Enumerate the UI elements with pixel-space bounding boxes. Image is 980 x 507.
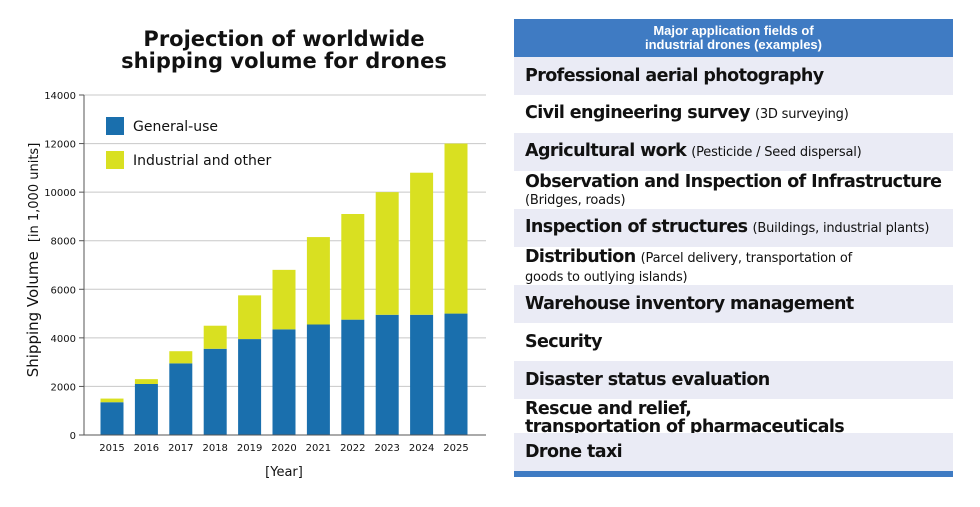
x-tick-label: 2016 <box>134 443 159 454</box>
row-note-text: (Buildings, industrial plants) <box>752 221 930 236</box>
bar-industrial-other <box>203 325 227 349</box>
legend: General-use Industrial and other <box>106 117 271 169</box>
table-row: Rescue and relief, transportation of pha… <box>514 399 953 437</box>
x-tick-label: 2025 <box>443 443 468 454</box>
x-tick-label: 2023 <box>374 443 399 454</box>
bar-industrial-other <box>134 379 158 384</box>
table-row: Civil engineering survey (3D surveying) <box>514 95 953 133</box>
row-main-text: Distribution <box>525 246 636 267</box>
table-header: Major application fields of industrial d… <box>514 19 953 57</box>
x-tick-label: 2022 <box>340 443 365 454</box>
bar-general-use <box>444 313 468 435</box>
y-tick-label: 8000 <box>51 237 76 248</box>
bar-general-use <box>375 314 399 435</box>
bar-industrial-other <box>306 237 330 325</box>
table-row: Drone taxi <box>514 433 953 471</box>
legend-swatch <box>106 117 124 135</box>
bar-general-use <box>410 314 434 435</box>
row-note-text-2: goods to outlying islands) <box>525 269 688 285</box>
y-tick-label: 6000 <box>51 285 76 296</box>
row-main-text: Agricultural work <box>525 141 687 161</box>
y-axis-label: Shipping Volume [in 1,000 units] <box>23 143 42 378</box>
x-tick-label: 2018 <box>202 443 227 454</box>
table-row: Professional aerial photography <box>514 57 953 95</box>
y-axis-label-unit: [in 1,000 units] <box>27 143 42 242</box>
bar-general-use <box>272 329 296 435</box>
y-tick-label: 10000 <box>44 188 76 199</box>
application-fields-table: Major application fields of industrial d… <box>514 19 953 477</box>
bars <box>100 143 468 435</box>
bar-general-use <box>169 363 193 435</box>
bar-general-use <box>100 402 124 435</box>
legend-label: Industrial and other <box>133 153 271 169</box>
row-main-text: Inspection of structures <box>525 217 748 237</box>
row-main-text: Warehouse inventory management <box>525 294 854 314</box>
x-tick-label: 2015 <box>99 443 124 454</box>
bar-industrial-other <box>272 269 296 330</box>
bar-general-use <box>238 339 262 435</box>
table-row: Observation and Inspection of Infrastruc… <box>514 171 953 209</box>
x-tick-label: 2020 <box>271 443 296 454</box>
row-main-text-2: transportation of pharmaceuticals <box>525 417 845 437</box>
x-axis-label: [Year] <box>265 465 303 480</box>
legend-label: General-use <box>133 119 218 135</box>
row-note-text: (Pesticide / Seed dispersal) <box>691 145 862 160</box>
bar-industrial-other <box>238 295 262 340</box>
row-main-text: Civil engineering survey <box>525 103 750 123</box>
x-tick-label: 2024 <box>409 443 434 454</box>
bar-general-use <box>134 384 158 435</box>
bar-general-use <box>203 348 227 435</box>
chart-title: Projection of worldwide shipping volume … <box>100 28 468 72</box>
row-main-text: Professional aerial photography <box>525 66 824 86</box>
x-tick-label: 2019 <box>237 443 262 454</box>
row-note-text: (3D surveying) <box>754 107 849 122</box>
y-tick-label: 4000 <box>51 334 76 345</box>
row-main-text: Drone taxi <box>525 442 623 462</box>
bar-general-use <box>341 319 365 435</box>
table-header-line-1: Major application fields of <box>653 23 814 38</box>
bar-industrial-other <box>410 172 434 315</box>
table-row: Security <box>514 323 953 361</box>
bar-industrial-other <box>100 398 124 403</box>
x-axis-ticks: 2015 2016 2017 2018 2019 2020 2021 2022 2023 2024… <box>99 443 468 454</box>
y-axis-ticks: 0 2000 4000 6000 8000 10000 12000 14000 <box>44 91 84 442</box>
x-tick-label: 2021 <box>306 443 331 454</box>
bar-industrial-other <box>375 192 399 315</box>
table-bottom-bar <box>514 471 953 477</box>
bar-industrial-other <box>444 143 468 314</box>
y-tick-label: 2000 <box>51 382 76 393</box>
legend-swatch <box>106 151 124 169</box>
table-header-line-2: industrial drones (examples) <box>645 37 822 52</box>
table-row: Agricultural work (Pesticide / Seed disp… <box>514 133 953 171</box>
chart-title-line-1: Projection of worldwide <box>143 27 425 51</box>
y-tick-label: 0 <box>70 431 76 442</box>
table-row: Inspection of structures (Buildings, ind… <box>514 209 953 247</box>
table-row: Warehouse inventory management <box>514 285 953 323</box>
bar-industrial-other <box>341 214 365 320</box>
row-main-text: Observation and Inspection of Infrastruc… <box>525 171 942 192</box>
table-row: Distribution (Parcel delivery, transport… <box>514 247 953 285</box>
row-main-text: Security <box>525 332 603 352</box>
y-tick-label: 12000 <box>44 140 76 151</box>
row-note-text: (Parcel delivery, transportation of <box>640 250 853 266</box>
row-note-text: (Bridges, roads) <box>525 192 626 208</box>
y-axis-label-main: Shipping Volume <box>24 251 42 377</box>
x-tick-label: 2017 <box>168 443 193 454</box>
chart-title-line-2: shipping volume for drones <box>121 49 447 73</box>
table-row: Disaster status evaluation <box>514 361 953 399</box>
row-main-text: Disaster status evaluation <box>525 370 770 390</box>
row-main-text: Rescue and relief, <box>525 399 692 419</box>
bar-general-use <box>306 324 330 435</box>
bar-industrial-other <box>169 351 193 364</box>
y-tick-label: 14000 <box>44 91 76 102</box>
